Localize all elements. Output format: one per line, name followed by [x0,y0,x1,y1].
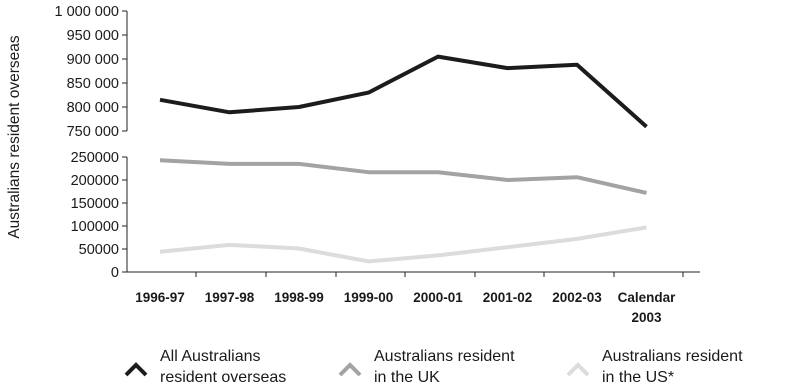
legend-label: in the US* [602,369,674,386]
legend-label: All Australians [160,348,261,365]
legend-label: Australians resident [374,348,515,365]
y-upper-tick-label: 750 000 [67,124,119,140]
x-tick-label: 1997-98 [205,290,255,305]
x-tick-label: 1998-99 [274,290,324,305]
axes: 1 000 000 950 000 900 000 850 000 800 000 750… [54,4,700,325]
series-layer [159,54,648,264]
x-tick-label: 2002-03 [552,290,602,305]
legend: All Australians resident overseas Australi… [124,348,743,386]
y-lower-tick-label: 100000 [71,219,119,235]
legend-swatch [124,362,148,377]
legend-label: in the UK [374,369,440,386]
y-lower-tick-label: 150000 [71,196,119,212]
y-upper-tick-label: 950 000 [67,28,119,44]
x-tick-label: 1996-97 [135,290,185,305]
y-upper-tick-label: 1 000 000 [54,4,119,20]
series-line-us [159,225,647,264]
y-lower-tick-label: 200000 [71,173,119,189]
x-tick-label: 1999-00 [344,290,394,305]
y-lower-tick-label: 50000 [79,242,119,258]
y-axis-label: Australians resident overseas [6,35,23,239]
series-line-all-overseas [159,54,648,129]
y-lower-tick-label: 250000 [71,150,119,166]
series-line-uk [159,158,647,195]
legend-swatch [338,362,362,377]
y-upper-tick-label: 900 000 [67,52,119,68]
x-tick-label: 2001-02 [483,290,533,305]
legend-label: resident overseas [160,369,286,386]
x-tick-label: 2000-01 [413,290,463,305]
y-upper-tick-label: 850 000 [67,76,119,92]
legend-label: Australians resident [602,348,743,365]
y-upper-tick-label: 800 000 [67,100,119,116]
legend-swatch [566,362,590,377]
x-tick-label: Calendar 2003 [618,290,677,325]
y-lower-tick-label: 0 [111,265,119,281]
